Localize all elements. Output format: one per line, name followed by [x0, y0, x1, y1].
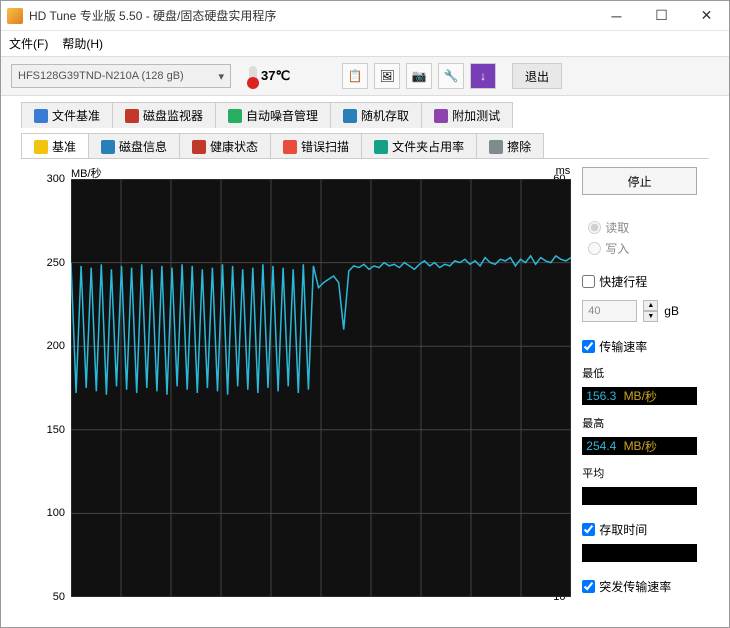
tab-icon	[343, 109, 357, 123]
tab-健康状态[interactable]: 健康状态	[179, 133, 271, 159]
benchmark-chart	[71, 179, 571, 597]
write-radio[interactable]: 写入	[588, 240, 697, 257]
ytick-left: 250	[47, 257, 65, 269]
tab-icon	[434, 109, 448, 123]
tab-label: 健康状态	[210, 138, 258, 155]
ytick-left: 300	[47, 173, 65, 185]
tab-icon	[489, 140, 503, 154]
tab-label: 磁盘监视器	[143, 107, 203, 124]
read-radio[interactable]: 读取	[588, 219, 697, 236]
tab-label: 磁盘信息	[119, 138, 167, 155]
tab-icon	[192, 140, 206, 154]
ytick-left: 100	[47, 507, 65, 519]
tab-label: 错误扫描	[301, 138, 349, 155]
tab-icon	[228, 109, 242, 123]
menubar: 文件(F) 帮助(H)	[1, 31, 729, 56]
tab-icon	[374, 140, 388, 154]
minimize-button[interactable]: ─	[594, 1, 639, 30]
tab-label: 基准	[52, 138, 76, 155]
tab-随机存取[interactable]: 随机存取	[330, 102, 422, 128]
menu-file[interactable]: 文件(F)	[9, 35, 48, 52]
drive-select-text: HFS128G39TND-N210A (128 gB)	[18, 70, 184, 82]
tab-label: 文件夹占用率	[392, 138, 464, 155]
exit-button[interactable]: 退出	[512, 63, 562, 89]
tab-label: 擦除	[507, 138, 531, 155]
mode-radio-group: 读取 写入	[582, 219, 697, 257]
max-label: 最高	[582, 415, 697, 431]
burst-rate-check[interactable]: 突发传输速率	[582, 578, 697, 595]
content-area: MB/秒 ms 50100150200250300 102030405060 停…	[21, 158, 709, 627]
tab-文件夹占用率[interactable]: 文件夹占用率	[361, 133, 477, 159]
spinner-arrows: ▲ ▼	[643, 300, 658, 322]
titlebar: HD Tune 专业版 5.50 - 硬盘/固态硬盘实用程序 ─ ☐ ✕	[1, 1, 729, 31]
tab-icon	[34, 109, 48, 123]
spin-down[interactable]: ▼	[643, 311, 658, 322]
maximize-button[interactable]: ☐	[639, 1, 684, 30]
tabs-row-1: 文件基准 磁盘监视器 自动噪音管理 随机存取 附加测试	[1, 96, 729, 127]
ytick-left: 200	[47, 340, 65, 352]
y-axis-left: 50100150200250300	[39, 167, 69, 597]
thermometer-icon	[249, 66, 257, 86]
tab-label: 随机存取	[361, 107, 409, 124]
toolbar: HFS128G39TND-N210A (128 gB) ▾ 37℃ 📋 🖼 📷 …	[1, 56, 729, 96]
settings-button[interactable]: 🔧	[438, 63, 464, 89]
copy-text-button[interactable]: 📋	[342, 63, 368, 89]
tab-icon	[125, 109, 139, 123]
stop-button[interactable]: 停止	[582, 167, 697, 195]
tab-label: 自动噪音管理	[246, 107, 318, 124]
ytick-left: 50	[53, 591, 65, 603]
copy-image-button[interactable]: 🖼	[374, 63, 400, 89]
ytick-left: 150	[47, 424, 65, 436]
short-stroke-value[interactable]: 40	[582, 300, 637, 322]
temperature-value: 37℃	[261, 68, 290, 84]
tab-label: 文件基准	[52, 107, 100, 124]
tab-擦除[interactable]: 擦除	[476, 133, 544, 159]
min-label: 最低	[582, 365, 697, 381]
app-icon	[7, 8, 23, 24]
avg-value	[582, 487, 697, 505]
short-stroke-check[interactable]: 快捷行程	[582, 273, 697, 290]
short-stroke-spinner: 40 ▲ ▼ gB	[582, 300, 697, 322]
access-time-check[interactable]: 存取时间	[582, 521, 697, 538]
tabs-row-2: 基准 磁盘信息 健康状态 错误扫描 文件夹占用率 擦除	[1, 127, 729, 158]
tab-自动噪音管理[interactable]: 自动噪音管理	[215, 102, 331, 128]
app-window: HD Tune 专业版 5.50 - 硬盘/固态硬盘实用程序 ─ ☐ ✕ 文件(…	[0, 0, 730, 628]
tab-icon	[101, 140, 115, 154]
tab-icon	[283, 140, 297, 154]
min-value: 156.3 MB/秒	[582, 387, 697, 405]
chevron-down-icon: ▾	[218, 70, 224, 83]
temperature: 37℃	[249, 66, 290, 86]
screenshot-button[interactable]: 📷	[406, 63, 432, 89]
access-value	[582, 544, 697, 562]
tab-附加测试[interactable]: 附加测试	[421, 102, 513, 128]
tab-基准[interactable]: 基准	[21, 133, 89, 159]
tab-磁盘监视器[interactable]: 磁盘监视器	[112, 102, 216, 128]
chart-area: MB/秒 ms 50100150200250300 102030405060	[39, 167, 574, 617]
drive-select[interactable]: HFS128G39TND-N210A (128 gB) ▾	[11, 64, 231, 88]
close-button[interactable]: ✕	[684, 1, 729, 30]
tab-错误扫描[interactable]: 错误扫描	[270, 133, 362, 159]
tab-文件基准[interactable]: 文件基准	[21, 102, 113, 128]
tab-icon	[34, 140, 48, 154]
short-stroke-unit: gB	[664, 304, 679, 318]
tab-label: 附加测试	[452, 107, 500, 124]
save-button[interactable]: ↓	[470, 63, 496, 89]
window-title: HD Tune 专业版 5.50 - 硬盘/固态硬盘实用程序	[29, 7, 594, 24]
tab-磁盘信息[interactable]: 磁盘信息	[88, 133, 180, 159]
max-value: 254.4 MB/秒	[582, 437, 697, 455]
menu-help[interactable]: 帮助(H)	[62, 35, 103, 52]
transfer-rate-check[interactable]: 传输速率	[582, 338, 697, 355]
spin-up[interactable]: ▲	[643, 300, 658, 311]
side-panel: 停止 读取 写入 快捷行程 40 ▲ ▼ gB 传输速率 最低 156.3 MB…	[582, 167, 697, 619]
avg-label: 平均	[582, 465, 697, 481]
